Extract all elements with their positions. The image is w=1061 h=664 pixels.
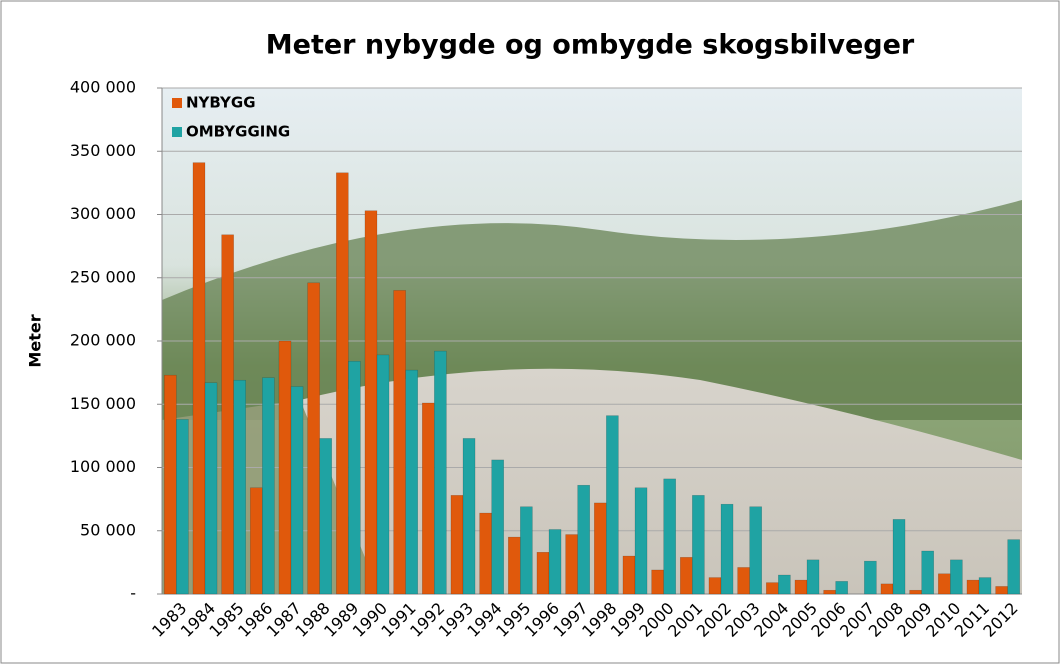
bar [520,506,533,595]
bar [250,487,263,595]
chart-title: Meter nybygde og ombygde skogsbilveger [266,30,915,61]
bar [336,172,349,595]
bar [909,589,922,595]
bar [880,583,894,595]
bar [966,579,980,595]
bar [950,559,963,595]
bar [921,550,934,595]
bar [164,374,177,595]
bar [892,519,906,595]
y-tick-label: - [130,584,136,603]
bar [405,369,418,595]
bar [307,282,320,595]
y-tick-label: 50 000 [80,520,136,539]
bar [794,579,808,595]
bar [708,577,722,595]
bar [823,589,836,595]
bar [462,438,476,595]
legend-swatch [172,98,182,108]
bar [938,573,951,595]
bar [278,340,292,595]
bar [536,552,550,595]
bar [290,386,304,595]
bar [806,559,820,595]
y-tick-label: 200 000 [70,331,136,350]
bar [606,415,619,595]
bar [749,506,762,595]
bar [204,382,218,595]
bar [651,569,664,595]
bar [720,503,734,595]
bar [692,495,705,595]
bar [508,536,521,595]
bar [491,459,504,595]
bar [221,234,234,595]
bar [864,560,877,595]
y-axis-label: Meter [26,314,45,367]
bar [393,290,406,595]
bar [192,162,206,595]
bar [835,581,848,595]
bar [778,574,791,595]
bar [434,350,447,595]
bar [978,577,992,595]
bar [565,534,578,595]
bar [450,495,464,595]
bar [622,555,636,595]
bar [233,379,246,595]
bar [766,582,779,595]
y-tick-label: 300 000 [70,204,136,223]
legend-label: OMBYGGING [186,123,290,141]
bar [376,354,390,595]
bar [422,402,435,595]
bar [1007,539,1020,595]
bar [577,484,590,595]
bar [364,210,378,595]
y-tick-label: 350 000 [70,141,136,160]
bar [348,360,361,595]
legend-swatch [172,127,182,137]
bar [995,586,1008,595]
bar [737,567,750,595]
y-tick-label: 400 000 [70,78,136,97]
bar [262,377,275,595]
legend-label: NYBYGG [186,94,256,112]
y-tick-label: 150 000 [70,394,136,413]
y-tick-label: 100 000 [70,457,136,476]
bar [176,419,189,595]
bar [594,502,607,595]
y-tick-label: 250 000 [70,267,136,286]
bar [479,512,492,595]
bar [663,478,676,595]
bar [680,557,693,595]
bar [319,438,332,595]
bar [548,529,562,595]
bar [634,487,648,595]
